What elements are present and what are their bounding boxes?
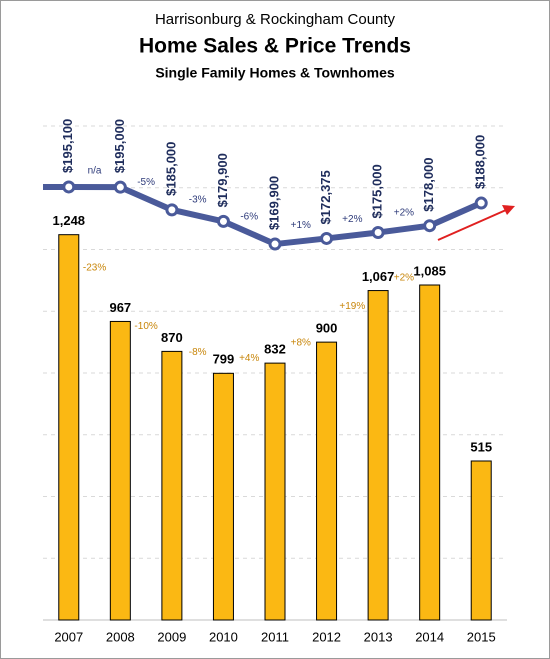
bar (367, 290, 389, 621)
price-point (113, 180, 127, 194)
x-tick-label: 2010 (209, 629, 238, 644)
bar-value-label: 832 (264, 342, 286, 357)
chart-supertitle: Harrisonburg & Rockingham County (155, 11, 396, 28)
price-value-label: $175,000 (370, 164, 385, 218)
chart-subtitle: Single Family Homes & Townhomes (155, 65, 395, 81)
trend-arrow (437, 209, 507, 241)
price-point (62, 180, 76, 194)
bar-value-label: 799 (213, 352, 235, 367)
bar-value-label: 900 (316, 321, 338, 336)
bar-change-label: -8% (189, 347, 207, 358)
chart-title: Home Sales & Price Trends (139, 35, 411, 58)
price-point (165, 203, 179, 217)
price-change-label: -5% (137, 177, 155, 188)
price-value-label: $185,000 (163, 142, 178, 196)
price-value-label: $195,000 (112, 119, 127, 173)
x-tick-label: 2012 (312, 629, 341, 644)
x-tick-label: 2014 (415, 629, 444, 644)
bar-value-label: 967 (109, 300, 131, 315)
price-value-label: $195,100 (60, 119, 75, 173)
bar-change-label: -23% (83, 263, 106, 274)
price-change-label: +2% (394, 208, 414, 219)
bar (316, 341, 338, 621)
x-tick-label: 2008 (106, 629, 135, 644)
price-change-label: n/a (88, 166, 102, 177)
bar-value-label: 515 (470, 439, 492, 454)
bar-value-label: 1,067 (362, 269, 395, 284)
x-tick-label: 2009 (157, 629, 186, 644)
x-tick-label: 2007 (54, 629, 83, 644)
price-change-label: +1% (291, 220, 311, 231)
bar (58, 234, 80, 621)
price-point (216, 214, 230, 228)
labels: 2007 2008 2009 2010 2011 2012 2013 2014 2015 1,24… (53, 119, 496, 645)
price-point (320, 231, 334, 245)
price-value-label: $178,000 (421, 157, 436, 211)
trend-arrow-head (502, 205, 515, 215)
bar-value-label: 870 (161, 330, 183, 345)
x-tick-label: 2015 (467, 629, 496, 644)
bar (470, 460, 492, 621)
bar-change-label: +8% (291, 337, 311, 348)
price-value-label: $188,000 (473, 135, 488, 189)
bar (109, 320, 131, 621)
bar (161, 350, 183, 621)
price-point (474, 196, 488, 210)
price-change-label: -6% (240, 211, 258, 222)
bar-change-label: +4% (239, 353, 259, 364)
bar-change-label: +19% (339, 301, 365, 312)
bar-value-label: 1,085 (413, 263, 446, 278)
price-change-label: +2% (342, 214, 362, 225)
price-change-label: -3% (189, 194, 207, 205)
x-tick-label: 2013 (364, 629, 393, 644)
bar-change-label: -10% (134, 321, 157, 332)
bar (264, 362, 286, 621)
bar-change-label: +2% (394, 272, 414, 283)
x-tick-label: 2011 (261, 629, 289, 644)
price-point (371, 226, 385, 240)
bar-value-label: 1,248 (53, 213, 86, 228)
price-point (423, 219, 437, 233)
price-point (268, 237, 282, 251)
lines (43, 180, 488, 251)
bars (58, 234, 492, 621)
bar (212, 372, 234, 621)
price-value-label: $169,900 (266, 176, 281, 230)
price-value-label: $172,375 (318, 170, 333, 224)
bar (419, 284, 441, 621)
price-value-label: $179,900 (215, 153, 230, 207)
